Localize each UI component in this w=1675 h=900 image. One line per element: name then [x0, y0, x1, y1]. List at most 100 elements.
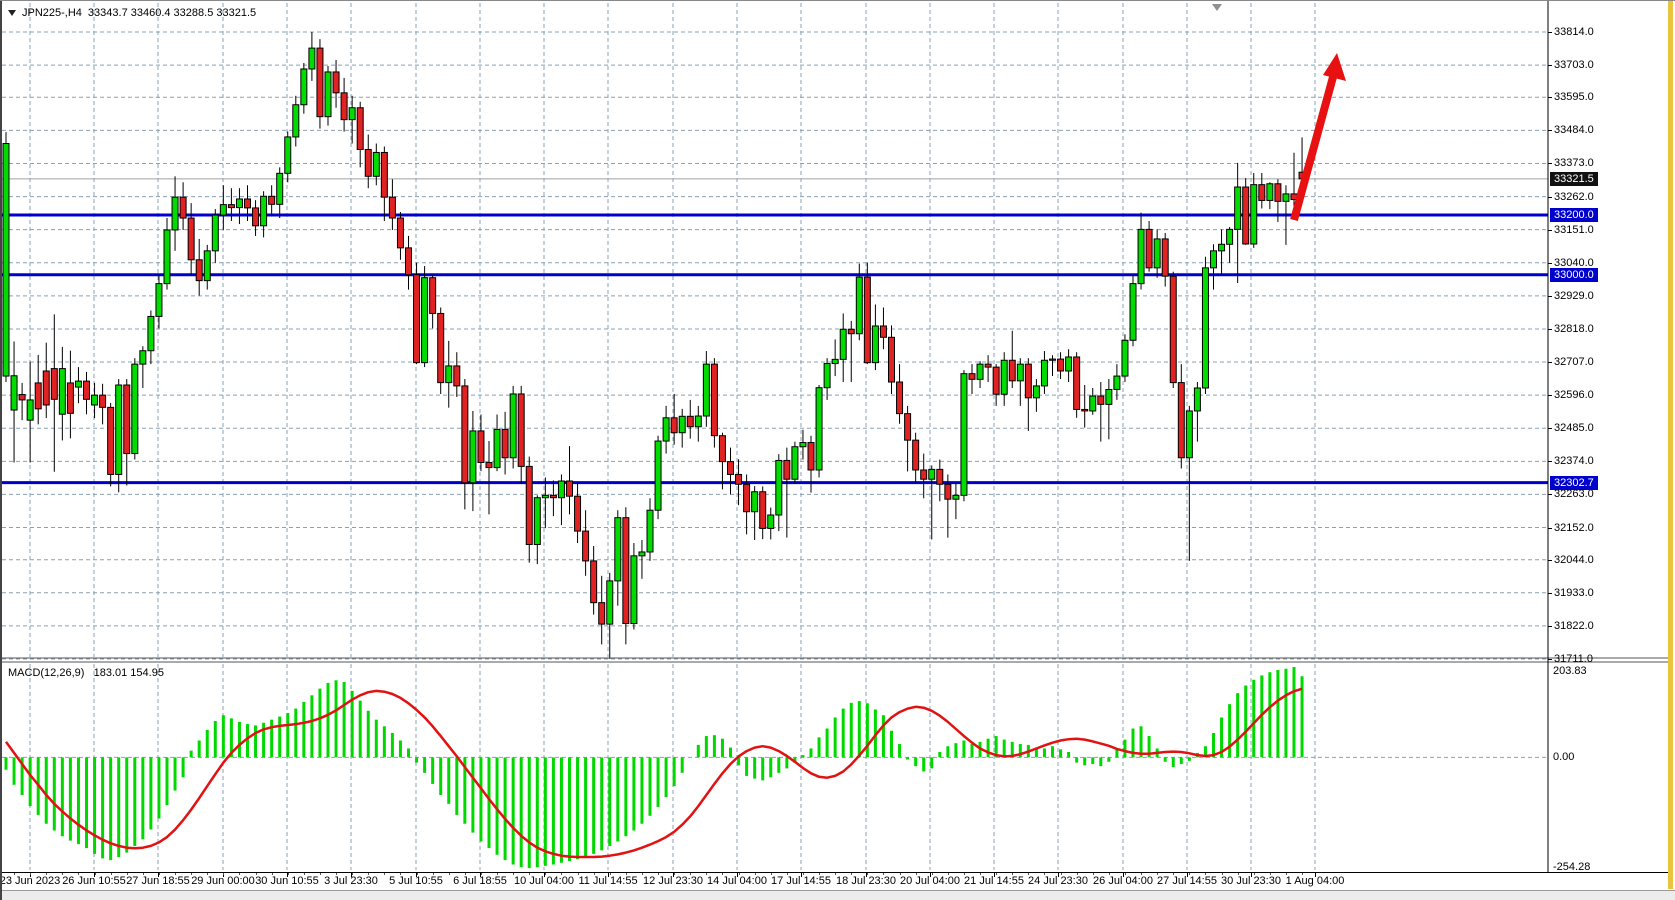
time-minor-tick	[851, 873, 853, 875]
time-minor-tick	[786, 873, 788, 875]
time-tick-mark	[416, 873, 417, 877]
time-minor-tick	[416, 873, 418, 875]
candle	[791, 446, 799, 480]
time-tick-label: 3 Jul 23:30	[324, 875, 378, 887]
time-minor-tick	[14, 873, 16, 875]
price-tick-mark	[1548, 32, 1552, 33]
candle	[638, 551, 646, 557]
macd-axis-min: -254.28	[1553, 861, 1591, 873]
time-tick-mark	[1251, 873, 1252, 877]
candle	[1193, 387, 1201, 412]
candle	[1057, 358, 1065, 372]
time-minor-tick	[1269, 873, 1271, 875]
price-tick-mark	[1548, 592, 1552, 594]
time-minor-tick	[577, 873, 579, 875]
candle	[1185, 410, 1193, 459]
time-tick-label: 6 Jul 18:55	[453, 875, 507, 887]
price-tick-label: 32263.0	[1554, 488, 1594, 501]
time-tick-label: 30 Jul 23:30	[1221, 875, 1281, 887]
candle	[252, 207, 260, 227]
price-tick-mark	[1548, 262, 1552, 264]
symbol-dropdown-icon[interactable]	[8, 10, 16, 16]
candle	[2, 143, 10, 377]
price-tick-label: 32485.0	[1554, 422, 1594, 435]
candle	[614, 517, 622, 582]
main-price-chart[interactable]	[0, 1, 1675, 663]
candle	[26, 399, 34, 421]
time-minor-tick	[770, 873, 772, 875]
time-minor-tick	[255, 873, 257, 875]
candle	[1113, 375, 1121, 390]
time-axis-separator	[2, 872, 1668, 873]
status-strip	[0, 890, 1675, 900]
candle	[324, 71, 332, 118]
candle	[678, 415, 686, 434]
candle	[1097, 395, 1105, 405]
price-tick-label: 32596.0	[1554, 389, 1594, 402]
time-tick-mark	[480, 873, 481, 877]
candle	[815, 387, 823, 471]
time-minor-tick	[223, 873, 225, 875]
candle	[300, 68, 308, 106]
candle	[1089, 395, 1097, 412]
time-minor-tick	[480, 873, 482, 875]
candle	[1177, 382, 1185, 459]
candle	[380, 151, 388, 198]
candle	[18, 394, 26, 401]
candle	[984, 363, 992, 368]
time-tick-mark	[801, 873, 802, 877]
macd-indicator-panel[interactable]	[0, 663, 1675, 873]
candle	[42, 370, 50, 406]
window-edge-strip	[1668, 1, 1673, 889]
candle	[1153, 238, 1161, 269]
price-tick-label: 33262.0	[1554, 190, 1594, 203]
candle	[799, 442, 807, 448]
candle	[195, 259, 203, 282]
candle	[276, 172, 284, 205]
time-minor-tick	[609, 873, 611, 875]
price-tick-mark	[1548, 461, 1552, 463]
candle	[1201, 267, 1209, 389]
time-tick-mark	[1315, 873, 1316, 877]
time-minor-tick	[1237, 873, 1239, 875]
time-tick-mark	[30, 873, 31, 877]
time-tick-label: 27 Jul 14:55	[1157, 875, 1217, 887]
time-minor-tick	[674, 873, 676, 875]
time-tick-mark	[608, 873, 609, 877]
candle	[1242, 186, 1250, 245]
candle	[1210, 250, 1217, 269]
time-minor-tick	[352, 873, 354, 875]
time-tick-label: 18 Jul 23:30	[836, 875, 896, 887]
candle	[1161, 238, 1169, 277]
candle	[163, 229, 171, 285]
candle	[340, 92, 348, 121]
candle	[1234, 186, 1242, 230]
price-tick-mark	[1548, 428, 1552, 430]
price-tick-label: 33814.0	[1554, 26, 1594, 38]
time-minor-tick	[287, 873, 289, 875]
price-tick-label: 31822.0	[1554, 619, 1594, 632]
time-minor-tick	[239, 873, 241, 875]
time-tick-mark	[351, 873, 352, 877]
candle	[968, 373, 976, 380]
candle	[1169, 275, 1177, 384]
candle	[1065, 356, 1073, 372]
time-tick-mark	[287, 873, 288, 877]
candle	[437, 312, 445, 384]
candle	[1226, 228, 1234, 245]
time-tick-label: 27 Jun 18:55	[126, 875, 190, 887]
time-tick-label: 26 Jul 04:00	[1093, 875, 1153, 887]
candle	[348, 107, 356, 121]
candle	[461, 385, 469, 484]
candle	[1258, 184, 1266, 201]
candle	[936, 468, 944, 485]
candle	[1024, 363, 1032, 399]
candle	[767, 514, 775, 529]
candle	[316, 47, 324, 118]
candle	[155, 283, 163, 317]
time-minor-tick	[464, 873, 466, 875]
candle	[91, 394, 99, 406]
time-minor-tick	[384, 873, 386, 875]
candle	[413, 274, 421, 364]
level-price-badge: 33000.0	[1550, 267, 1598, 282]
